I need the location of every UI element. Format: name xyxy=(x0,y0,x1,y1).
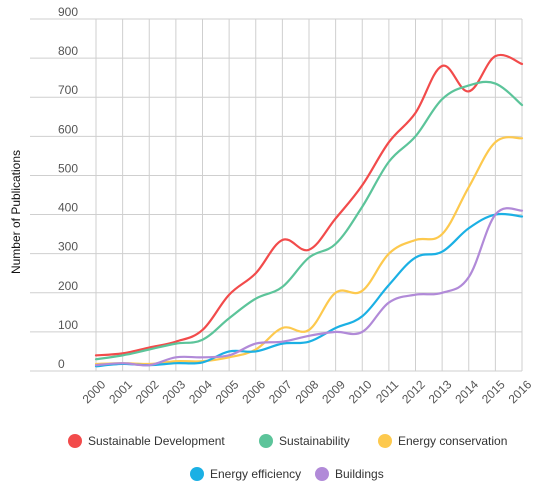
series-line-sustainability xyxy=(94,80,524,361)
x-tick-label: 2005 xyxy=(213,377,242,406)
y-tick-label: 300 xyxy=(58,240,78,254)
y-tick-label: 0 xyxy=(58,357,65,371)
x-tick-label: 2014 xyxy=(452,377,481,406)
grid xyxy=(30,18,523,372)
series-lines xyxy=(94,53,524,368)
x-axis-ticks: 2000200120022003200420052006200720082009… xyxy=(80,377,535,406)
y-tick-label: 700 xyxy=(58,83,78,97)
x-tick-label: 2015 xyxy=(479,377,508,406)
x-tick-label: 2000 xyxy=(80,377,109,406)
legend-item-sustainability: Sustainability xyxy=(259,434,350,448)
series-line-buildings xyxy=(94,207,524,367)
series-line-sustainable-development xyxy=(94,53,524,357)
x-tick-label: 2011 xyxy=(373,377,401,405)
x-tick-label: 2002 xyxy=(133,377,162,406)
x-tick-label: 2004 xyxy=(186,377,215,406)
y-tick-label: 400 xyxy=(58,201,78,215)
legend-swatch xyxy=(190,467,204,481)
legend-item-energy-conservation: Energy conservation xyxy=(378,434,507,448)
x-tick-label: 2009 xyxy=(319,377,348,406)
legend-swatch xyxy=(259,434,273,448)
y-tick-label: 500 xyxy=(58,161,78,175)
y-tick-label: 100 xyxy=(58,318,78,332)
x-tick-label: 2012 xyxy=(399,377,428,406)
legend-swatch xyxy=(315,467,329,481)
x-tick-label: 2003 xyxy=(159,377,188,406)
legend-label: Energy conservation xyxy=(398,434,507,448)
series-line-energy-efficiency xyxy=(94,212,524,368)
legend-swatch xyxy=(68,434,82,448)
y-tick-label: 800 xyxy=(58,44,78,58)
x-tick-label: 2016 xyxy=(506,377,535,406)
y-tick-label: 600 xyxy=(58,122,78,136)
y-tick-label: 200 xyxy=(58,279,78,293)
x-tick-label: 2008 xyxy=(293,377,322,406)
legend-label: Sustainable Development xyxy=(88,434,225,448)
y-axis-ticks: 0 100 200 300 400 500 600 700 800 900 xyxy=(58,5,78,371)
x-tick-label: 2013 xyxy=(426,377,455,406)
legend-label: Sustainability xyxy=(279,434,350,448)
y-axis-label: Number of Publications xyxy=(9,150,23,274)
x-tick-label: 2006 xyxy=(239,377,268,406)
legend-label: Energy efficiency xyxy=(210,467,301,481)
legend-item-buildings: Buildings xyxy=(315,467,384,481)
x-tick-label: 2007 xyxy=(266,377,295,406)
legend: Sustainable Development Sustainability Ene… xyxy=(68,434,507,481)
legend-swatch xyxy=(378,434,392,448)
y-tick-label: 900 xyxy=(58,5,78,19)
legend-label: Buildings xyxy=(335,467,384,481)
legend-item-sustainable-development: Sustainable Development xyxy=(68,434,225,448)
x-tick-label: 2001 xyxy=(106,377,135,406)
legend-item-energy-efficiency: Energy efficiency xyxy=(190,467,301,481)
x-tick-label: 2010 xyxy=(346,377,375,406)
series-line-energy-conservation xyxy=(94,136,524,366)
